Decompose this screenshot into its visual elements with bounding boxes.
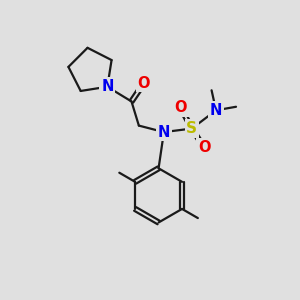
Text: O: O [174,100,187,116]
Text: N: N [101,79,113,94]
Text: N: N [158,124,170,140]
Text: N: N [210,103,222,118]
Text: O: O [198,140,211,155]
Text: O: O [138,76,150,91]
Text: S: S [186,121,197,136]
